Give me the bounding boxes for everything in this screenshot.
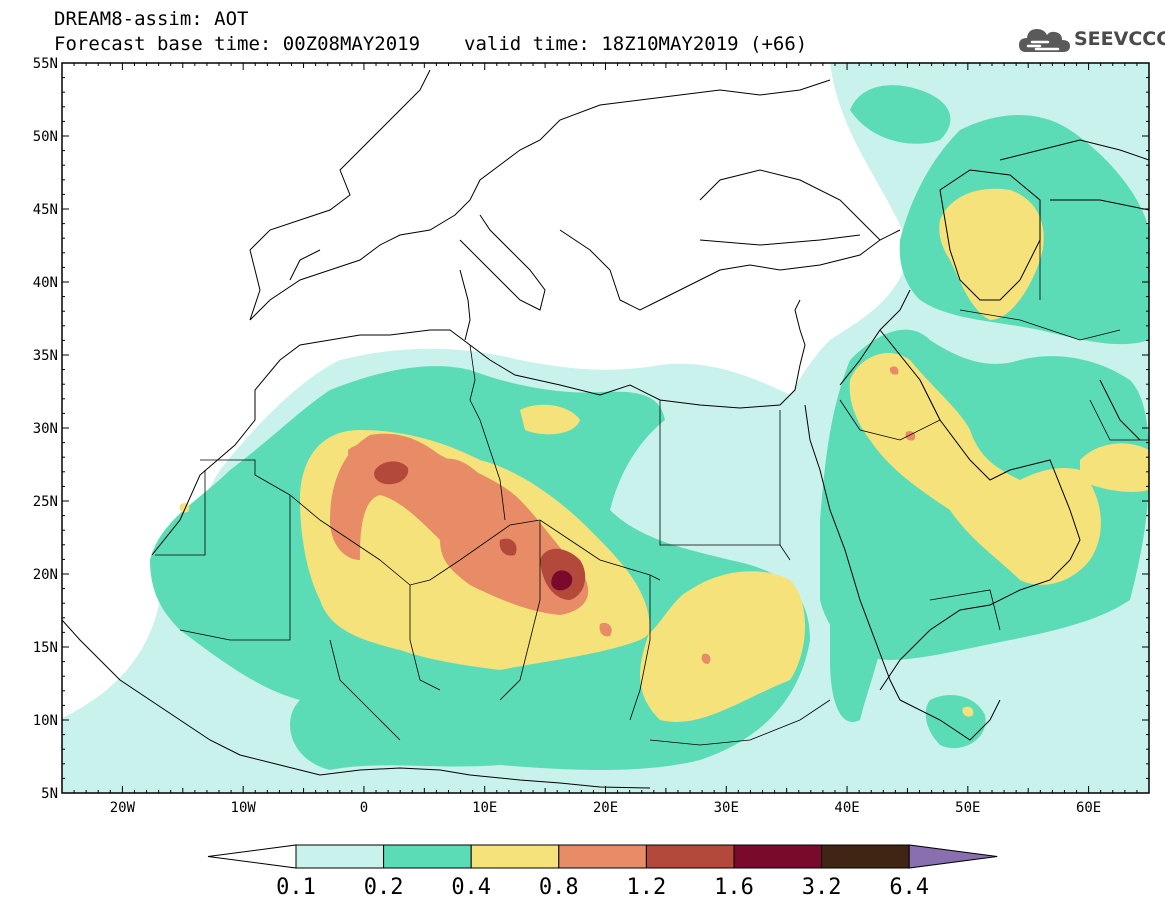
lat-label: 5N xyxy=(41,786,58,802)
lat-label: 55N xyxy=(33,56,58,72)
lat-label: 20N xyxy=(33,567,58,583)
lon-label: 60E xyxy=(1076,800,1101,816)
base-time: Forecast base time: 00Z08MAY2019 xyxy=(54,33,421,55)
lat-label: 45N xyxy=(33,202,58,218)
lat-label: 35N xyxy=(33,348,58,364)
seevccc-logo: SEEVCCC xyxy=(1018,22,1165,58)
lat-label: 25N xyxy=(33,494,58,510)
logo-text: SEEVCCC xyxy=(1074,28,1165,50)
cloud-icon xyxy=(1019,29,1070,52)
country-borders xyxy=(155,200,1149,746)
lat-label: 40N xyxy=(33,275,58,291)
lon-label: 10E xyxy=(472,800,497,816)
valid-time: valid time: 18Z10MAY2019 (+66) xyxy=(464,33,808,55)
lon-label: 10W xyxy=(231,800,257,816)
map-title: DREAM8-assim: AOT xyxy=(54,8,249,30)
lon-label: 0 xyxy=(360,800,368,816)
lon-label: 50E xyxy=(955,800,980,816)
lon-label: 20E xyxy=(593,800,618,816)
lat-label: 30N xyxy=(33,421,58,437)
lat-label: 10N xyxy=(33,713,58,729)
aot-level-1-6 xyxy=(551,570,573,591)
lat-label: 15N xyxy=(33,640,58,656)
latitude-labels: 55N 50N 45N 40N 35N 30N 25N 20N 15N 10N 5N xyxy=(33,56,58,802)
lon-label: 40E xyxy=(834,800,859,816)
lon-label: 20W xyxy=(110,800,136,816)
forecast-times: Forecast base time: 00Z08MAY2019 valid ti… xyxy=(54,33,807,55)
longitude-labels: 20W 10W 0 10E 20E 30E 40E 50E 60E xyxy=(110,800,1102,816)
coastlines-and-borders xyxy=(62,69,1149,789)
lat-label: 50N xyxy=(33,129,58,145)
lon-label: 30E xyxy=(714,800,739,816)
axis-ticks xyxy=(61,62,1150,794)
